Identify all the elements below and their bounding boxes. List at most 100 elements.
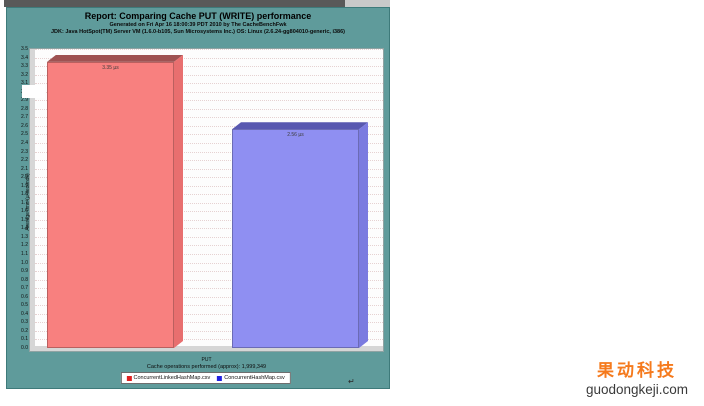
gridline — [35, 313, 383, 315]
plot-area: Average time (µ-seconds) 0.0 0.1 0.2 0.3 0.4… — [21, 46, 384, 352]
y-tick-label: 0.5 — [21, 302, 28, 309]
y-tick-label: 1.8 — [21, 191, 28, 198]
report-title: Report: Comparing Cache PUT (WRITE) perf… — [84, 11, 312, 21]
y-tick-label: 2.1 — [21, 165, 28, 172]
report-env-line: JDK: Java HotSpot(TM) Server VM (1.6.0-b… — [50, 29, 346, 35]
gridline — [35, 168, 383, 170]
gridline — [35, 219, 383, 221]
gridline — [35, 83, 383, 85]
y-tick-label: 3.2 — [21, 71, 28, 78]
x-axis-category-label: PUT — [201, 357, 212, 363]
gridline — [35, 296, 383, 298]
report-subtitle: Generated on Fri Apr 16 18:00:39 PDT 201… — [109, 22, 287, 28]
watermark-brand-en: guodongkeji.com — [585, 382, 689, 397]
window-strip-light — [345, 0, 390, 7]
y-tick-label: 3.3 — [21, 63, 28, 70]
y-tick-label: 1.0 — [21, 259, 28, 266]
operations-note: Cache operations performed (approx): 1,9… — [146, 364, 267, 370]
gridline — [35, 211, 383, 213]
y-tick-label: 1.4 — [21, 225, 28, 232]
gridline — [35, 254, 383, 256]
gridline — [35, 305, 383, 307]
y-tick-label: 0.7 — [21, 285, 28, 292]
bar-value-label: 2.56 µs — [287, 132, 304, 139]
legend-series-name: ConcurrentLinkedHashMap.csv — [133, 375, 211, 381]
y-tick-label: 2.5 — [21, 131, 28, 138]
plot-left-wall-3d — [30, 49, 35, 351]
gridline — [35, 142, 383, 144]
y-tick-label: 0.2 — [21, 327, 28, 334]
y-tick-label: 0.8 — [21, 276, 28, 283]
y-tick-label: 2.0 — [21, 174, 28, 181]
y-tick-label: 3.1 — [21, 80, 28, 87]
gridline — [35, 108, 383, 110]
legend-series-name: ConcurrentHashMap.csv — [224, 375, 285, 381]
gridline — [35, 185, 383, 187]
legend-item: ConcurrentHashMap.csv — [217, 375, 285, 381]
gridline — [35, 322, 383, 324]
y-tick-label: 1.9 — [21, 182, 28, 189]
gridline — [35, 271, 383, 273]
paragraph-return-mark: ↵ — [348, 377, 355, 386]
gridline — [35, 194, 383, 196]
y-tick-label: 3.4 — [21, 54, 28, 61]
y-tick-label: 0.6 — [21, 293, 28, 300]
gridline — [35, 151, 383, 153]
gridline — [35, 125, 383, 127]
gridline — [35, 177, 383, 179]
y-tick-label: 2.7 — [21, 114, 28, 121]
y-tick-label: 0.1 — [21, 336, 28, 343]
bar-concurrenthashmap-csv: 2.56 µs — [232, 129, 359, 348]
y-tick-label: 0.4 — [21, 310, 28, 317]
y-tick-label: 1.2 — [21, 242, 28, 249]
chart-legend: ConcurrentLinkedHashMap.csv ConcurrentHas… — [120, 372, 291, 384]
gridline — [35, 91, 383, 93]
gridline — [35, 74, 383, 76]
gridline — [35, 279, 383, 281]
plot-floor-3d — [30, 346, 383, 351]
screenshot-white-patch — [22, 85, 45, 98]
y-tick-label: 2.8 — [21, 105, 28, 112]
gridline — [35, 202, 383, 204]
y-tick-label: 2.4 — [21, 139, 28, 146]
y-tick-label: 1.3 — [21, 233, 28, 240]
watermark-brand-cn: 果动科技 — [597, 361, 677, 380]
y-tick-label: 1.1 — [21, 251, 28, 258]
gridline — [35, 245, 383, 247]
bar-value-label: 3.35 µs — [102, 64, 119, 71]
gridline — [35, 66, 383, 68]
gridline — [35, 160, 383, 162]
y-tick-label: 1.5 — [21, 216, 28, 223]
y-tick-label: 2.9 — [21, 97, 28, 104]
gridline — [35, 134, 383, 136]
window-strip-dark — [4, 0, 345, 7]
gridline — [35, 49, 383, 50]
y-tick-label: 0.3 — [21, 319, 28, 326]
legend-swatch-icon — [126, 375, 132, 381]
gridline — [35, 236, 383, 238]
watermark: 果动科技 guodongkeji.com — [577, 356, 697, 397]
report-chart-panel: Report: Comparing Cache PUT (WRITE) perf… — [6, 7, 390, 389]
gridline — [35, 339, 383, 341]
legend-swatch-icon — [217, 375, 223, 381]
y-tick-label: 2.3 — [21, 148, 28, 155]
gridline — [35, 330, 383, 332]
bar-side-face — [359, 122, 368, 348]
gridline — [35, 262, 383, 264]
y-tick-label: 2.2 — [21, 157, 28, 164]
gridline — [35, 228, 383, 230]
y-tick-label: 0.0 — [21, 345, 28, 351]
y-tick-label: 1.7 — [21, 199, 28, 206]
legend-item: ConcurrentLinkedHashMap.csv — [126, 375, 210, 381]
gridline — [35, 288, 383, 290]
bar-top-face — [232, 122, 368, 130]
bar-concurrentlinkedhashmap-csv: 3.35 µs — [47, 61, 174, 348]
bar-top-face — [47, 54, 183, 62]
y-tick-label: 0.9 — [21, 268, 28, 275]
y-tick-label: 1.6 — [21, 208, 28, 215]
y-tick-label: 3.5 — [21, 46, 28, 52]
bar-side-face — [174, 54, 183, 348]
gridline — [35, 57, 383, 59]
y-tick-label: 2.6 — [21, 122, 28, 129]
gridline — [35, 117, 383, 119]
